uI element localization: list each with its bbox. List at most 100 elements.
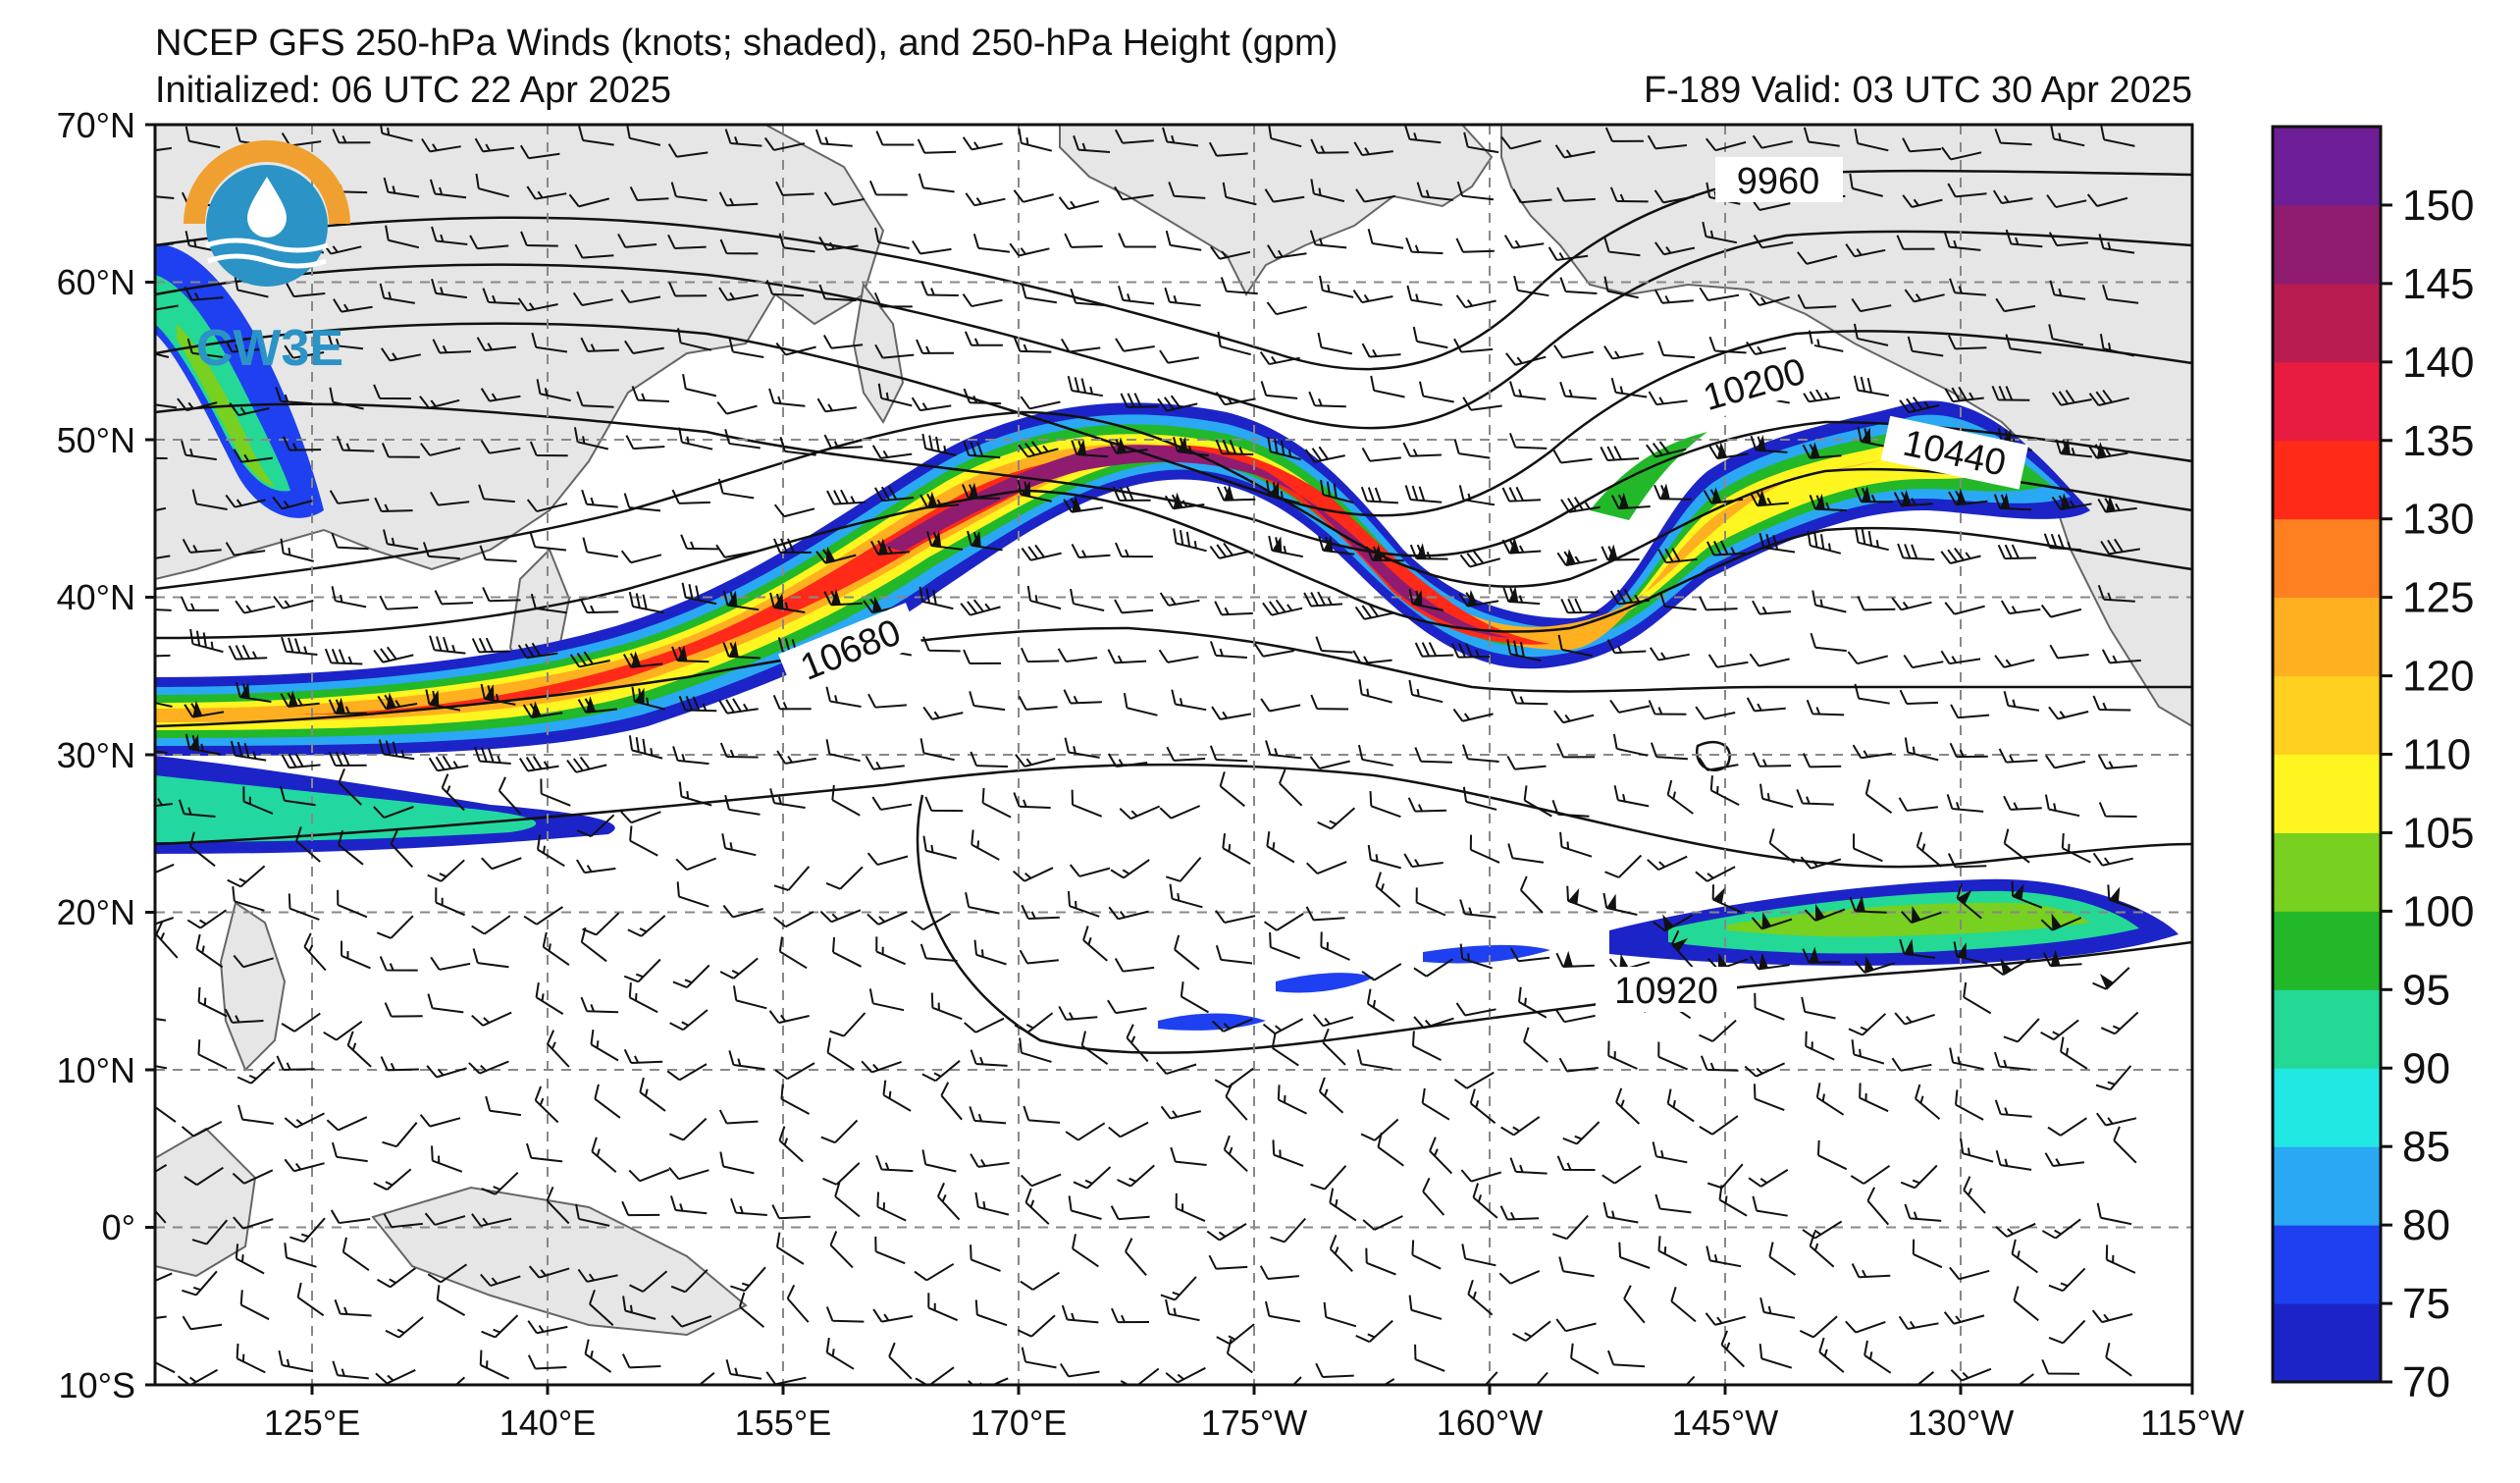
wind-barb (667, 234, 707, 250)
wind-barb (177, 397, 218, 412)
wind-barb (1064, 233, 1103, 248)
wind-barb (1266, 301, 1307, 316)
wind-barb (2060, 1036, 2088, 1070)
wind-barb (235, 600, 276, 614)
colorbar-tick-label: 120 (2402, 653, 2474, 701)
wind-barb (1222, 182, 1257, 206)
wind-barb (1164, 287, 1201, 307)
wind-barb (338, 768, 362, 806)
wind-barb (834, 1182, 861, 1218)
wind-barb (2050, 125, 2085, 147)
wind-barb (281, 753, 321, 769)
wind-barb (873, 292, 913, 308)
wind-barb (962, 482, 1000, 500)
wind-barb (1110, 1205, 1150, 1221)
wind-barb (780, 1084, 811, 1115)
wind-barb (517, 642, 558, 660)
wind-barb (1941, 146, 1982, 161)
wind-barb (871, 445, 913, 459)
wind-barb (962, 292, 1003, 308)
wind-barb (1759, 1297, 1796, 1319)
wind-barb (1272, 1139, 1304, 1167)
wind-barb (1944, 232, 1981, 251)
wind-barb (820, 1119, 859, 1144)
wind-barb (1854, 955, 1895, 974)
wind-barb (724, 794, 761, 816)
wind-barb (1208, 141, 1248, 157)
wind-barb (775, 1232, 805, 1265)
wind-barb (1303, 591, 1343, 608)
wind-barb (1509, 947, 1550, 963)
wind-barb (1021, 904, 1060, 920)
wind-barb (1904, 289, 1945, 303)
wind-barb (719, 957, 759, 980)
wind-barb (1940, 650, 1981, 665)
wind-barb (329, 387, 364, 410)
wind-barb (1746, 341, 1787, 355)
wind-barb (874, 485, 915, 503)
wind-barb (381, 443, 420, 458)
wind-barb (1461, 1244, 1496, 1267)
wind-barb (427, 993, 464, 1014)
colorbar-segment (2273, 1303, 2381, 1383)
wind-barb (1210, 245, 1251, 260)
wind-barb (911, 913, 952, 931)
wind-barb (189, 628, 224, 654)
wind-barb (738, 1292, 765, 1328)
wind-barb (1267, 436, 1301, 461)
wind-barb (1811, 590, 1847, 613)
wind-barb (520, 231, 558, 247)
wind-barb (1260, 381, 1298, 399)
colorbar-segment (2273, 127, 2381, 206)
wind-barb (715, 544, 757, 558)
wind-barb (732, 985, 767, 1010)
wind-barb (334, 1298, 372, 1317)
wind-barb (822, 1162, 861, 1186)
wind-barb (1897, 543, 1935, 561)
wind-barb (225, 542, 266, 556)
wind-barb (275, 387, 313, 405)
wind-barb (326, 330, 364, 350)
wind-barb (1219, 771, 1245, 808)
wind-barb (279, 785, 316, 807)
wind-barb (1699, 287, 1740, 302)
wind-barb (1414, 1344, 1445, 1372)
wind-barb (1512, 1320, 1551, 1343)
wind-barb (547, 1030, 570, 1068)
wind-barb (480, 683, 516, 706)
wind-barb (2013, 1286, 2039, 1322)
wind-barb (1513, 275, 1549, 297)
wind-barb (1803, 127, 1840, 147)
wind-barb (1768, 1242, 1797, 1276)
wind-barb (965, 892, 1000, 915)
wind-barb (1065, 1122, 1106, 1141)
logo-drop-icon (247, 177, 287, 238)
wind-barb (1165, 1366, 1206, 1384)
wind-barb (1853, 833, 1883, 863)
colorbar-segment (2273, 283, 2381, 363)
wind-barb (1408, 589, 1444, 611)
wind-barb (284, 1112, 325, 1129)
wind-barb (1818, 1337, 1845, 1373)
wind-barb (1607, 1040, 1638, 1070)
wind-barb (1901, 905, 1942, 925)
colorbar-segment (2273, 518, 2381, 599)
wind-barb (431, 1145, 463, 1173)
wind-barb (1209, 542, 1250, 559)
wind-barb (1553, 344, 1594, 359)
colorbar-tick-label: 90 (2402, 1044, 2450, 1092)
wind-barb (1603, 276, 1639, 299)
wind-barb (1017, 1314, 1056, 1338)
wind-barb (1551, 1214, 1589, 1241)
wind-barb (2043, 533, 2081, 552)
wind-barb (1168, 182, 1206, 199)
wind-barb (1211, 706, 1252, 720)
lon-label-145w: 145°W (1672, 1403, 1778, 1443)
wind-barb (1700, 1055, 1739, 1072)
wind-barb (940, 1082, 963, 1121)
jet-band-105 (155, 434, 2012, 730)
wind-barb (1500, 1116, 1541, 1137)
wind-barb (1215, 392, 1256, 406)
wind-barb (1698, 757, 1739, 771)
wind-barb (1898, 797, 1939, 812)
